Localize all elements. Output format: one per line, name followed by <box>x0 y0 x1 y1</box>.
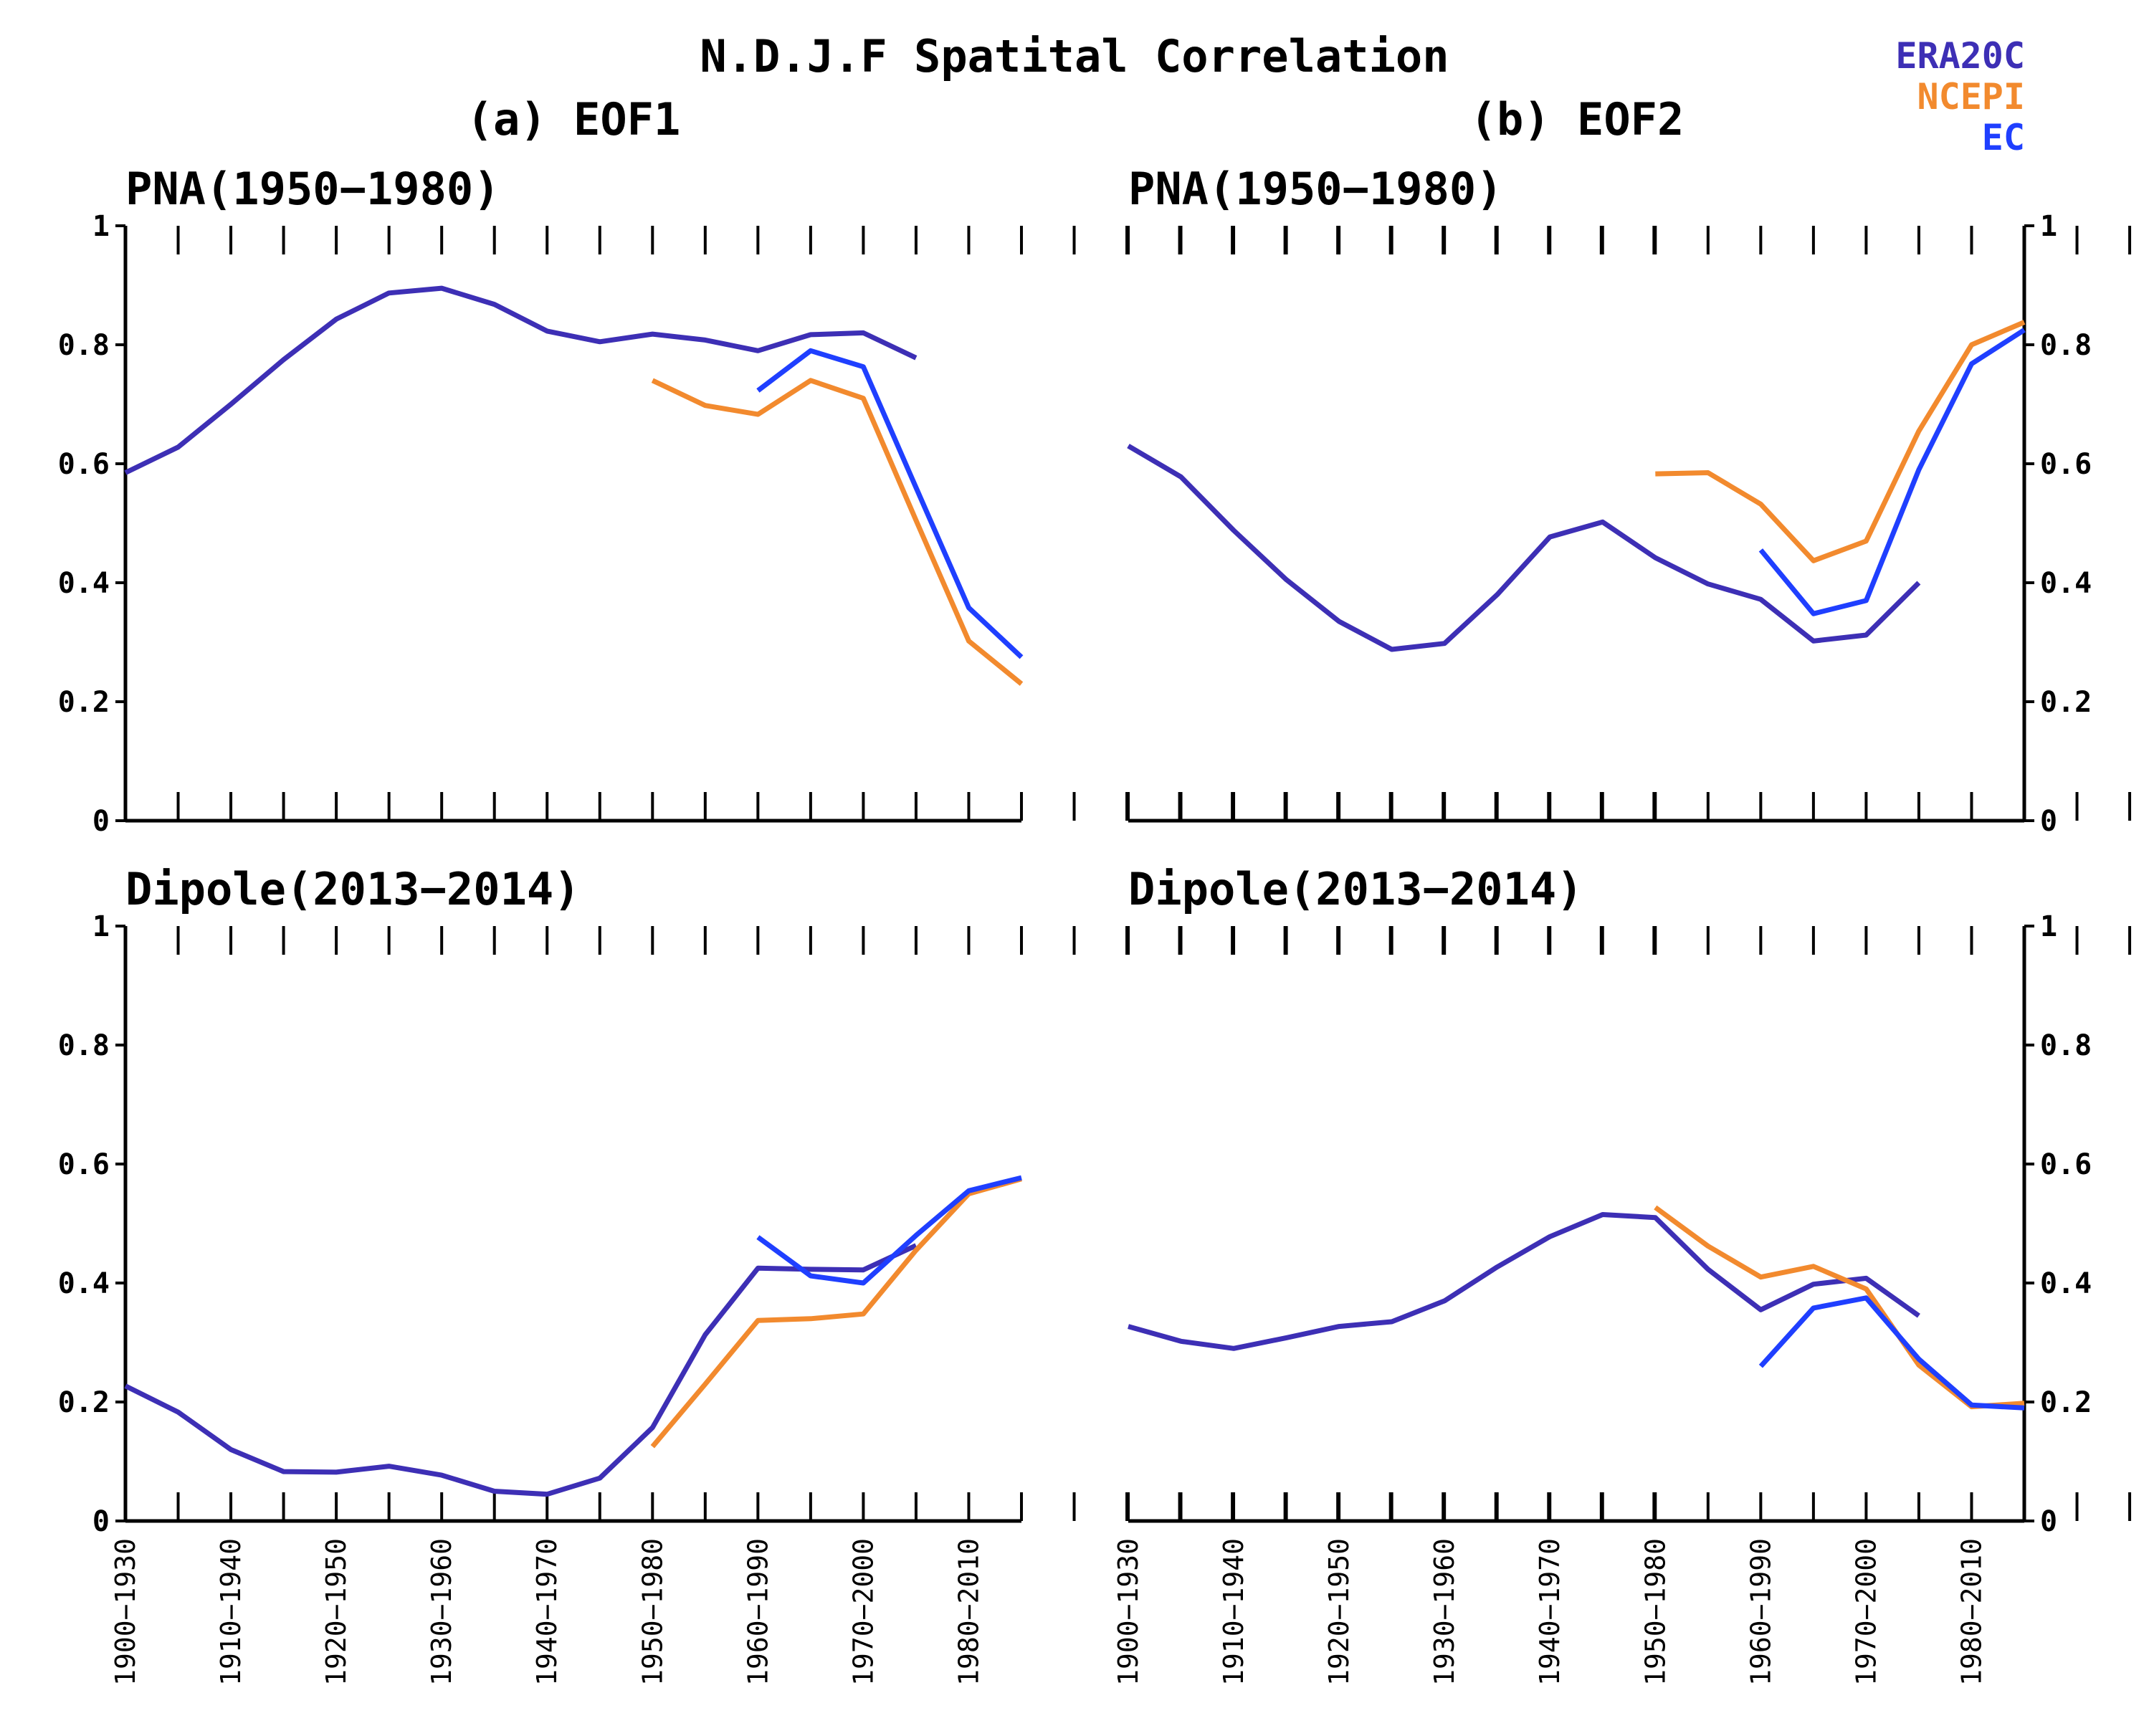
x-tick-label-eof2-dipole: 1930−1960 <box>1429 1538 1460 1686</box>
x-tick-label-eof2-dipole: 1920−1950 <box>1323 1538 1355 1686</box>
y-tick-label-eof1-dipole: 0.2 <box>58 1386 110 1419</box>
y-tick-label-eof1-dipole: 1 <box>92 910 110 943</box>
y-tick-label-eof1-dipole: 0.8 <box>58 1029 110 1062</box>
x-tick-label-eof2-dipole: 1970−2000 <box>1850 1538 1882 1686</box>
series-line-era20c-eof2-pna <box>1127 444 1921 652</box>
series-line-ec-eof2-dipole <box>1758 1295 2025 1411</box>
chart-title: N.D.J.F Spatital Correlation <box>700 30 1449 82</box>
x-tick-label-eof1-dipole: 1900−1930 <box>110 1538 141 1686</box>
column-title-eof1: (a) EOF1 <box>467 93 681 146</box>
y-tick-label-eof2-pna: 0.2 <box>2040 686 2092 719</box>
x-tick-label-eof1-dipole: 1940−1970 <box>531 1538 563 1686</box>
x-tick-label-eof1-dipole: 1910−1940 <box>215 1538 247 1686</box>
legend-entry-era20c: ERA20C <box>1895 35 2025 77</box>
y-tick-label-eof2-dipole: 0.8 <box>2040 1029 2092 1062</box>
series-line-era20c-eof1-dipole <box>124 1243 918 1497</box>
series-line-era20c-eof1-pna <box>124 285 918 475</box>
panel-eof1-dipole: Dipole(2013−2014) 0 0.2 0.4 0.6 0.8 1 1900−1930… <box>58 863 1656 1686</box>
y-tick-label-eof2-dipole: 0.4 <box>2040 1267 2092 1300</box>
y-tick-label-eof1-pna: 0.4 <box>58 567 110 600</box>
x-tick-label-eof2-dipole: 1950−1980 <box>1639 1538 1671 1686</box>
x-tick-label-eof2-dipole: 1940−1970 <box>1534 1538 1566 1686</box>
x-tick-label-eof1-dipole: 1960−1990 <box>742 1538 773 1686</box>
x-tick-label-eof1-dipole: 1980−2010 <box>953 1538 984 1686</box>
series-line-ncepi-eof1-pna <box>651 378 1024 686</box>
x-tick-label-eof2-dipole: 1960−1990 <box>1745 1538 1776 1686</box>
x-tick-label-eof2-dipole: 1900−1930 <box>1112 1538 1144 1686</box>
panel-title-eof2-pna: PNA(1950−1980) <box>1128 163 1503 215</box>
series-line-ec-eof2-pna <box>1758 328 2026 616</box>
legend-entry-ec: EC <box>1982 117 2025 158</box>
y-tick-label-eof2-pna: 0.6 <box>2040 448 2092 481</box>
series-line-ncepi-eof2-pna <box>1655 320 2026 563</box>
y-tick-label-eof1-pna: 1 <box>92 210 110 243</box>
x-tick-label-eof1-dipole: 1950−1980 <box>637 1538 668 1686</box>
y-tick-label-eof1-pna: 0.2 <box>58 686 110 719</box>
panel-eof2-dipole: Dipole(2013−2014) 0 0.2 0.4 0.6 0.8 1 1900−1930… <box>1112 863 2132 1686</box>
legend-entry-ncepi: NCEPI <box>1917 76 2025 118</box>
series-line-ncepi-eof1-dipole <box>650 1176 1022 1449</box>
series-line-ncepi-eof2-dipole <box>1654 1205 2025 1410</box>
x-tick-label-eof2-dipole: 1910−1940 <box>1218 1538 1249 1686</box>
y-tick-label-eof1-pna: 0 <box>92 805 110 838</box>
panel-eof1-pna: PNA(1950−1980) 0 0.2 0.4 0.6 0.8 1 <box>58 163 1656 838</box>
x-tick-label-eof2-dipole: 1980−2010 <box>1955 1538 1987 1686</box>
y-tick-label-eof2-pna: 0.4 <box>2040 567 2092 600</box>
y-tick-label-eof2-dipole: 0 <box>2040 1505 2057 1538</box>
panel-title-eof1-pna: PNA(1950−1980) <box>125 163 500 215</box>
y-tick-label-eof1-pna: 0.6 <box>58 448 110 481</box>
x-tick-label-eof1-dipole: 1970−2000 <box>847 1538 879 1686</box>
y-tick-label-eof1-pna: 0.8 <box>58 329 110 362</box>
panel-title-eof2-dipole: Dipole(2013−2014) <box>1128 863 1583 915</box>
y-tick-label-eof2-pna: 0.8 <box>2040 329 2092 362</box>
y-tick-label-eof1-dipole: 0.4 <box>58 1267 110 1300</box>
y-tick-label-eof2-pna: 1 <box>2040 210 2057 243</box>
y-tick-label-eof2-dipole: 1 <box>2040 910 2057 943</box>
series-line-ec-eof1-pna <box>756 348 1024 659</box>
series-line-era20c-eof2-dipole <box>1128 1212 1920 1351</box>
panels-layer: PNA(1950−1980)00.20.40.60.81PNA(1950−198… <box>58 163 2132 1686</box>
x-tick-label-eof1-dipole: 1930−1960 <box>426 1538 457 1686</box>
y-tick-label-eof2-dipole: 0.6 <box>2040 1148 2092 1181</box>
y-tick-label-eof2-pna: 0 <box>2040 805 2057 838</box>
series-line-ec-eof1-dipole <box>756 1175 1022 1286</box>
y-tick-label-eof2-dipole: 0.2 <box>2040 1386 2092 1419</box>
panel-title-eof1-dipole: Dipole(2013−2014) <box>125 863 581 915</box>
y-tick-label-eof1-dipole: 0.6 <box>58 1148 110 1181</box>
panel-eof2-pna: PNA(1950−1980) 0 0.2 0.4 0.6 0.8 1 <box>1127 163 2132 838</box>
y-tick-label-eof1-dipole: 0 <box>92 1505 110 1538</box>
column-title-eof2: (b) EOF2 <box>1470 93 1685 146</box>
x-tick-label-eof1-dipole: 1920−1950 <box>320 1538 352 1686</box>
